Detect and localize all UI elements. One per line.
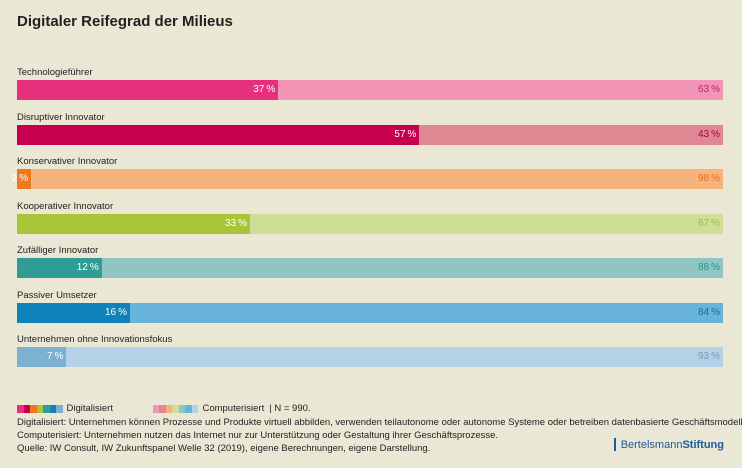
data-label-digitalisiert: 7 % (46, 351, 64, 362)
legend-sample-size: | N = 990. (269, 403, 311, 414)
category-label-zuf-lliger-innovator: Zufälliger Innovator (17, 245, 99, 256)
bar-row-unternehmen-ohne-innovationsfokus: 7 % 93 % (17, 347, 723, 367)
bar-computerisiert (419, 124, 723, 145)
bar-row-konservativer-innovator: 2 % 98 % (12, 169, 723, 189)
bar-digitalisiert (17, 169, 32, 189)
chart-title: Digitaler Reifegrad der Milieus (17, 13, 233, 30)
bar-digitalisiert (17, 80, 279, 100)
bar-computerisiert (31, 169, 723, 189)
bar-digitalisiert (17, 347, 67, 367)
data-label-computerisiert: 43 % (697, 128, 720, 140)
bar-row-zuf-lliger-innovator: 12 % 88 % (17, 258, 723, 278)
brand-bar-icon (613, 438, 616, 451)
category-label-konservativer-innovator: Konservativer Innovator (17, 156, 118, 167)
bar-digitalisiert (17, 124, 420, 145)
category-label-passiver-umsetzer: Passiver Umsetzer (17, 289, 97, 301)
data-label-digitalisiert: 16 % (104, 306, 127, 318)
legend-swatch-digitalisiert (17, 404, 63, 413)
category-label-kooperativer-innovator: Kooperativer Innovator (17, 200, 114, 212)
data-label-computerisiert: 93 % (697, 351, 720, 362)
bar-computerisiert (129, 302, 723, 323)
bar-computerisiert (249, 213, 723, 234)
note-digitalisiert: Digitalisiert: Unternehmen können Prozes… (17, 417, 742, 428)
category-label-technologief-hrer: Technologieführer (17, 67, 93, 78)
data-label-computerisiert: 84 % (697, 306, 720, 318)
legend-swatch-computerisiert (152, 404, 199, 413)
data-label-computerisiert: 63 % (697, 84, 720, 95)
bar-digitalisiert (17, 258, 102, 278)
note-computerisiert: Computerisiert: Unternehmen nutzen das I… (17, 430, 499, 441)
data-label-digitalisiert: 33 % (224, 217, 247, 229)
category-label-unternehmen-ohne-innovationsfokus: Unternehmen ohne Innovationsfokus (17, 334, 173, 345)
brand-logo: Bertelsmann Stiftung (613, 438, 724, 451)
bar-digitalisiert (17, 302, 130, 323)
data-label-digitalisiert: 2 % (11, 173, 29, 184)
bar-row-technologief-hrer: 37 % 63 % (17, 80, 723, 100)
data-label-computerisiert: 98 % (697, 173, 720, 184)
brand-name-part2: Stiftung (682, 438, 724, 451)
category-label-disruptiver-innovator: Disruptiver Innovator (17, 111, 105, 123)
stacked-bar-chart: Technologieführer 37 % 63 % Disruptiver Inn… (12, 67, 723, 367)
bar-row-kooperativer-innovator: 33 % 67 % (17, 213, 723, 234)
legend: Digitalisiert Computerisiert | N = 990. (17, 403, 311, 414)
bar-row-disruptiver-innovator: 57 % 43 % (17, 124, 723, 145)
data-label-digitalisiert: 37 % (253, 84, 276, 95)
data-label-computerisiert: 88 % (697, 262, 720, 273)
data-label-computerisiert: 67 % (697, 217, 720, 229)
note-source: Quelle: IW Consult, IW Zukunftspanel Wel… (17, 443, 431, 454)
bar-row-passiver-umsetzer: 16 % 84 % (17, 302, 723, 323)
data-label-digitalisiert: 12 % (76, 262, 99, 273)
bar-digitalisiert (17, 213, 250, 234)
bar-computerisiert (278, 80, 723, 100)
bar-computerisiert (101, 258, 723, 278)
legend-label-computerisiert: Computerisiert (202, 403, 265, 414)
legend-label-digitalisiert: Digitalisiert (66, 403, 113, 414)
data-label-digitalisiert: 57 % (394, 128, 417, 140)
bar-computerisiert (66, 347, 723, 367)
brand-name-part1: Bertelsmann (620, 438, 683, 451)
